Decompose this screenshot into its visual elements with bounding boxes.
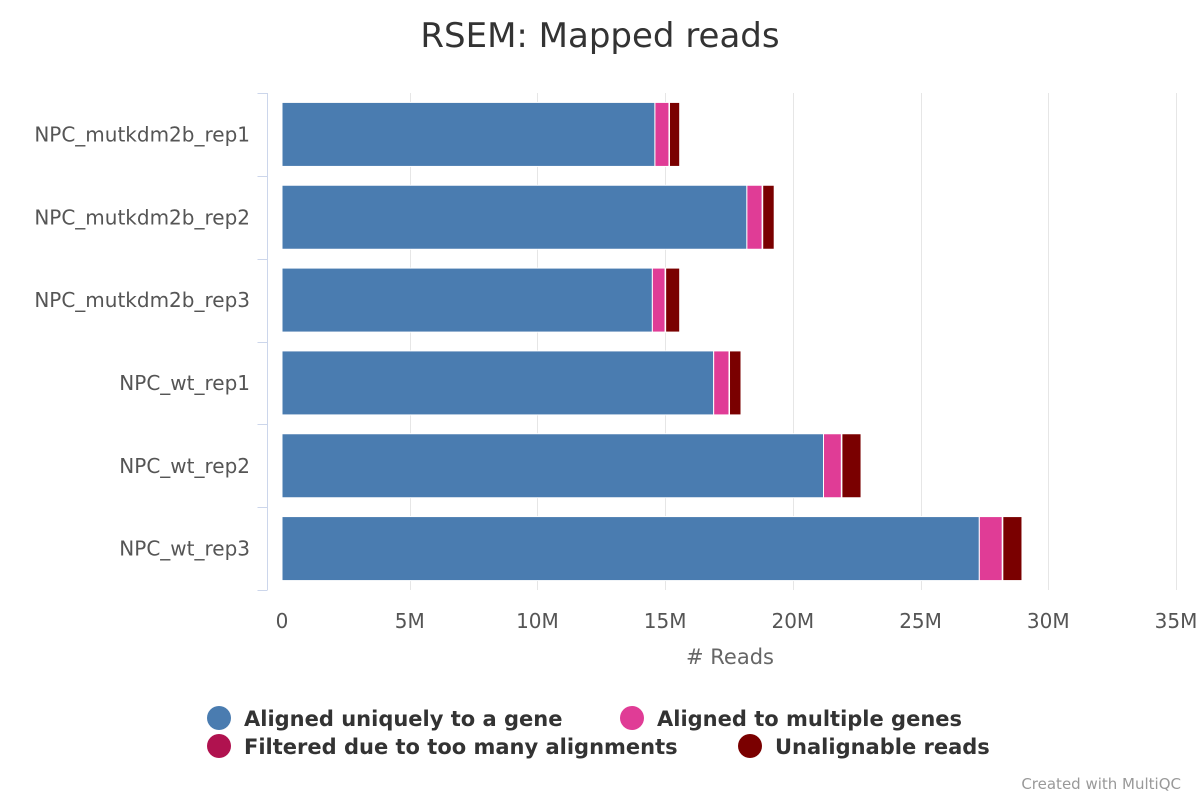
bar-segment xyxy=(281,350,715,416)
x-tick-labels: 0 5M 10M 15M 20M 25M 30M 35M xyxy=(276,609,1198,633)
y-axis xyxy=(257,93,268,591)
bar-segment xyxy=(1002,516,1023,582)
bar-segment xyxy=(762,184,775,250)
x-tick-label: 20M xyxy=(771,609,814,633)
category-label: NPC_mutkdm2b_rep3 xyxy=(34,288,250,312)
bar-segment xyxy=(281,101,656,167)
grid-lines xyxy=(410,93,1177,590)
x-tick-label: 10M xyxy=(516,609,559,633)
legend-item[interactable]: Aligned to multiple genes xyxy=(620,706,962,731)
bar-segment xyxy=(729,350,742,416)
chart-title: RSEM: Mapped reads xyxy=(420,16,779,56)
category-label: NPC_wt_rep2 xyxy=(119,454,250,478)
legend-item[interactable]: Aligned uniquely to a gene xyxy=(207,706,562,731)
bar-segment xyxy=(665,267,681,333)
legend-marker-icon xyxy=(207,706,231,730)
category-labels: NPC_mutkdm2b_rep1 NPC_mutkdm2b_rep2 NPC_mu… xyxy=(34,122,250,560)
category-label: NPC_mutkdm2b_rep1 xyxy=(34,122,250,146)
legend-label: Aligned uniquely to a gene xyxy=(244,707,562,731)
bar-segment xyxy=(823,433,842,499)
x-tick-label: 35M xyxy=(1155,609,1198,633)
legend-marker-icon xyxy=(738,734,762,758)
credit-text: Created with MultiQC xyxy=(1021,775,1181,793)
x-tick-label: 30M xyxy=(1027,609,1070,633)
x-axis-title: # Reads xyxy=(686,645,774,669)
x-tick-label: 0 xyxy=(276,609,289,633)
bar-segment xyxy=(651,267,666,333)
legend-label: Filtered due to too many alignments xyxy=(244,735,678,759)
bar-segment xyxy=(668,101,681,167)
bars xyxy=(281,101,1023,582)
x-tick-label: 25M xyxy=(899,609,942,633)
bar-segment xyxy=(281,184,748,250)
category-label: NPC_wt_rep3 xyxy=(119,537,250,561)
bar-segment xyxy=(281,433,825,499)
bar-segment xyxy=(281,267,653,333)
x-tick-label: 5M xyxy=(395,609,425,633)
legend-marker-icon xyxy=(620,706,644,730)
bar-segment xyxy=(841,433,862,499)
legend-label: Aligned to multiple genes xyxy=(657,707,962,731)
legend-label: Unalignable reads xyxy=(775,735,990,759)
category-label: NPC_wt_rep1 xyxy=(119,371,250,395)
legend-item[interactable]: Filtered due to too many alignments xyxy=(207,734,678,759)
legend-marker-icon xyxy=(207,734,231,758)
bar-segment xyxy=(281,516,980,582)
legend-item[interactable]: Unalignable reads xyxy=(738,734,990,759)
x-tick-label: 15M xyxy=(644,609,687,633)
bar-segment xyxy=(713,350,730,416)
bar-segment xyxy=(746,184,763,250)
legend: Aligned uniquely to a gene Aligned to mul… xyxy=(207,706,990,759)
category-label: NPC_mutkdm2b_rep2 xyxy=(34,205,250,229)
bar-segment xyxy=(654,101,670,167)
bar-segment xyxy=(978,516,1003,582)
